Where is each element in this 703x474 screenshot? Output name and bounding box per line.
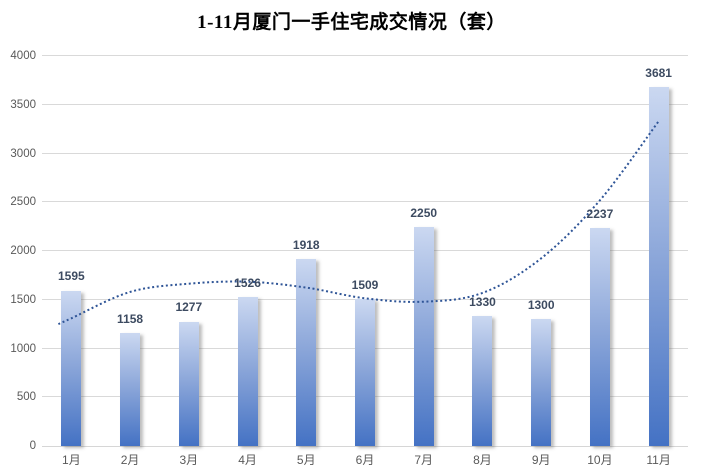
gridline: [42, 55, 688, 56]
y-tick-label: 1500: [10, 293, 36, 306]
bar-value-label: 2237: [586, 206, 614, 221]
y-tick-label: 1000: [10, 342, 36, 355]
gridline: [42, 152, 688, 154]
y-tick-label: 2500: [10, 196, 36, 209]
bar-value-label: 1277: [175, 300, 203, 315]
x-tick-label-5月: 5月: [296, 453, 316, 467]
y-tick-label: 3000: [10, 147, 36, 160]
x-tick-label-6月: 6月: [355, 453, 375, 467]
bar-2月: [120, 333, 141, 446]
bar-value-label: 1595: [58, 269, 85, 284]
bar-value-label: 1526: [234, 276, 261, 291]
bar-value-label: 1918: [292, 237, 320, 252]
gridline: [42, 201, 688, 203]
x-tick-label-1月: 1月: [62, 453, 81, 467]
x-tick-label-9月: 9月: [531, 453, 551, 467]
y-tick-label: 2000: [10, 245, 36, 257]
x-tick-label-8月: 8月: [473, 453, 492, 467]
bar-7月: [413, 226, 434, 446]
plot-area: [42, 55, 688, 447]
x-tick-label-10月: 10月: [587, 453, 613, 467]
x-tick-label-2月: 2月: [120, 453, 140, 467]
bar-value-label: 2250: [410, 205, 438, 220]
x-tick-label-7月: 7月: [414, 453, 434, 467]
bar-10月: [589, 227, 610, 446]
bar-4月: [237, 297, 258, 446]
bar-value-label: 1300: [527, 298, 555, 313]
bar-6月: [355, 298, 375, 446]
bar-value-label: 3681: [645, 66, 672, 81]
x-tick-label-4月: 4月: [238, 453, 257, 467]
y-tick-label: 0: [29, 440, 36, 452]
bar-value-label: 1330: [469, 295, 496, 310]
y-tick-label: 3500: [10, 98, 36, 111]
bar-11月: [648, 87, 669, 446]
bar-5月: [296, 259, 317, 446]
x-tick-label-11月: 11月: [646, 453, 671, 467]
bar-1月: [61, 290, 82, 446]
bar-value-label: 1509: [351, 277, 379, 292]
gridline: [42, 103, 688, 105]
bar-9月: [531, 319, 552, 446]
y-tick-label: 500: [16, 391, 36, 404]
x-tick-label-3月: 3月: [179, 453, 199, 467]
bar-8月: [472, 316, 493, 446]
bar-3月: [178, 321, 199, 446]
bar-value-label: 1158: [117, 312, 144, 327]
y-tick-label: 4000: [10, 50, 36, 62]
chart-title: 1-11月厦门一手住宅成交情况（套）: [197, 12, 506, 33]
